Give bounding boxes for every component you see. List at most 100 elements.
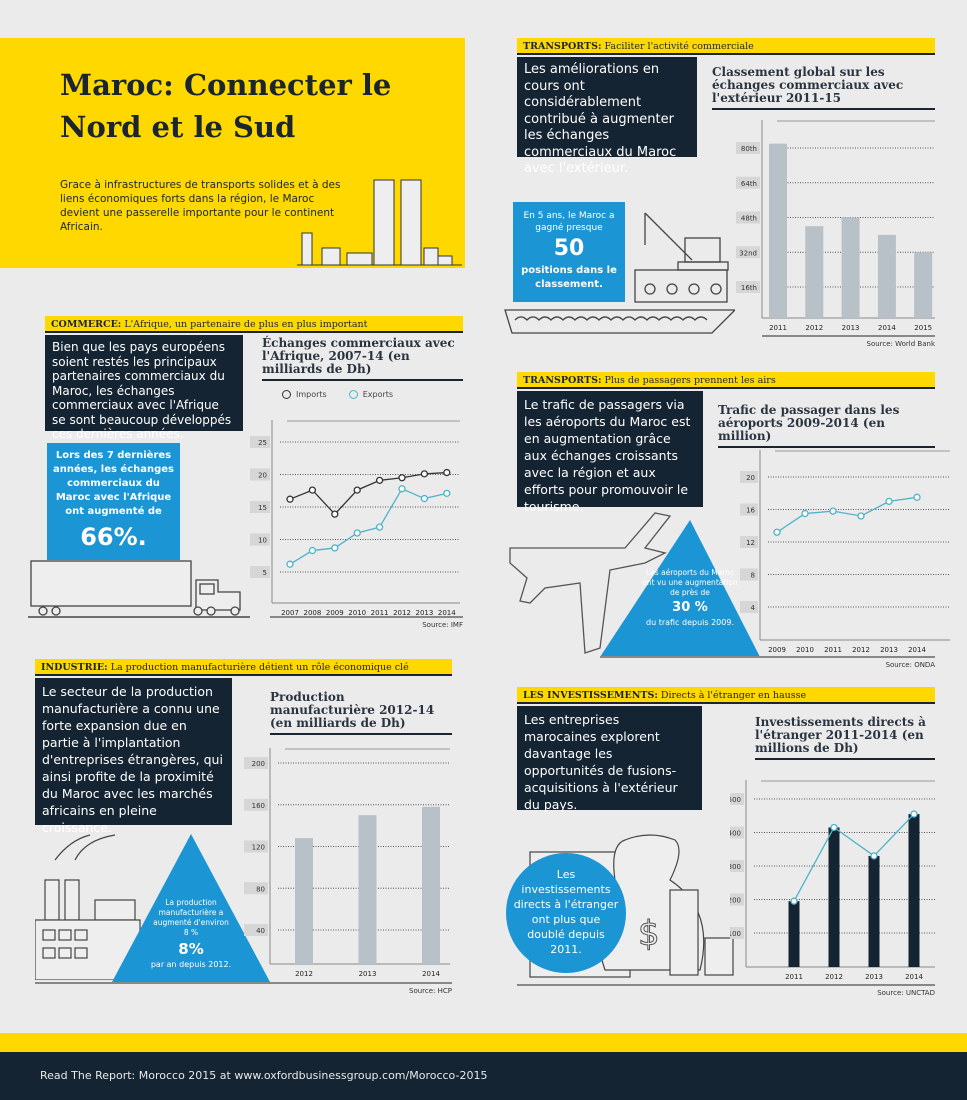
callout-fdi: Les investissements directs à l'étranger… [506,853,626,973]
data-point-2011 [375,476,384,484]
data-point-2010 [353,486,361,494]
data-point-2013 [885,497,893,506]
tick-label-box [250,533,270,546]
y-tick-label: 80 [256,885,265,893]
tick-label-box [244,882,268,895]
x-tick-label: 2007 [281,609,299,617]
callout-industry: La production manufacturière a augmenté … [150,898,232,970]
source-rank: Source: World Bank [762,335,935,348]
chart-title-passengers: Trafic de passager dans les aéroports 20… [718,404,935,448]
source-trade: Source: IMF [270,616,463,629]
source-manufacturing: Source: HCP [35,982,452,995]
tick-label-box [736,176,760,189]
bar-2012 [295,838,313,964]
series-line-0 [776,496,918,533]
x-tick-label: 2014 [422,970,440,978]
callout-commerce: Lors des 7 dernières années, les échange… [47,443,180,560]
callout-number: 50 [553,236,585,261]
callout-air: Les aéroports du Maroc ont vu une augmen… [640,568,740,628]
y-tick-label: 10 [258,537,267,545]
y-tick-label: 16th [741,284,757,292]
commerce-summary: Bien que les pays européens soient resté… [45,335,243,441]
x-tick-label: 2011 [824,646,842,654]
section-subtitle: Plus de passagers prennent les airs [601,375,776,386]
tick-label-box [244,924,268,936]
callout-text: du trafic depuis 2009. [646,618,734,627]
airplane-icon [509,512,672,654]
data-point-2012 [830,823,838,832]
x-tick-label: 2013 [880,646,898,654]
y-tick-label: 15 [258,504,267,512]
legend-label: Imports [296,390,327,399]
x-tick-label: 2014 [905,973,923,980]
legend-item-imports: Imports [282,390,327,399]
section-label: INDUSTRIE: [41,662,108,673]
callout-text: Les aéroports du Maroc ont vu une augmen… [642,568,738,597]
y-tick-label: 4 [751,604,756,612]
page-title: Maroc: Connecter le Nord et le Sud [60,68,392,144]
section-subtitle: Faciliter l'activité commerciale [601,41,754,52]
y-tick-label: 160 [252,802,265,810]
y-tick-label: 32nd [739,249,757,257]
data-point-2008 [308,486,317,494]
section-header-transports-trade: TRANSPORTS: Faciliter l'activité commerc… [517,38,935,55]
x-tick-label: 2014 [908,646,926,654]
tick-label-box [244,840,268,853]
tick-label-box [730,893,744,906]
data-point-2012 [857,512,865,520]
x-tick-label: 2014 [438,609,456,617]
data-point-2008 [308,546,317,555]
data-point-2010 [801,509,809,518]
data-point-2010 [353,529,361,537]
x-tick-label: 2013 [865,973,883,980]
y-tick-label: 64th [741,180,757,188]
tick-label-box [740,601,758,613]
callout-rank: En 5 ans, le Maroc a gagné presque 50 po… [513,202,625,302]
x-tick-label: 2011 [371,609,389,617]
x-tick-label: 2012 [852,646,870,654]
y-tick-label: 100 [730,930,741,938]
section-header-investissements: LES INVESTISSEMENTS: Directs à l'étrange… [517,687,935,704]
city-skyline-icon [297,179,462,266]
x-tick-label: 2012 [805,324,823,332]
callout-text: En 5 ans, le Maroc a gagné presque [523,211,615,233]
y-tick-label: 500 [730,796,741,804]
chart-title-manufacturing: Production manufacturière 2012-14 (en mi… [270,691,452,735]
y-tick-label: 400 [730,830,741,838]
data-point-2012 [398,474,406,482]
trend-line [793,813,915,902]
data-point-2013 [420,494,429,503]
svg-text:$: $ [638,914,660,954]
y-tick-label: 40 [256,927,265,935]
bar-2011 [788,901,800,967]
exports-marker-icon [348,390,358,399]
footer-stripe [0,1033,967,1052]
tick-label-box [736,246,760,259]
bar-2011 [769,143,787,318]
callout-text: La production manufacturière a augmenté … [153,898,229,937]
legend-item-exports: Exports [348,390,393,399]
tick-label-box [250,566,270,578]
data-point-2007 [286,560,294,568]
callout-triangle-air [600,520,760,657]
section-header-transports-air: TRANSPORTS: Plus de passagers prennent l… [517,372,935,389]
chart-passengers: 4 8 12 16 20 2009 2010 2011 2012 2013 2014 [740,450,950,654]
callout-text: Lors des 7 dernières années, les échange… [52,450,174,517]
hero-description: Grace à infrastructures de transports so… [60,179,341,233]
series-line-Exports [289,487,447,565]
tick-label-box [250,468,270,481]
x-tick-label: 2010 [348,609,366,617]
data-point-2011 [375,523,384,531]
source-fdi: Source: UNCTAD [517,984,935,997]
section-label: LES INVESTISSEMENTS: [523,690,658,701]
bar-2014 [877,234,896,318]
tick-label-box [736,281,760,293]
y-tick-label: 5 [263,569,267,577]
data-point-2009 [773,528,781,536]
x-tick-label: 2009 [768,646,786,654]
x-tick-label: 2011 [769,324,787,332]
section-subtitle: L'Afrique, un partenaire de plus en plus… [121,319,368,330]
x-tick-label: 2012 [393,609,411,617]
footer-link[interactable]: Read The Report: Morocco 2015 at www.oxf… [0,1052,967,1100]
